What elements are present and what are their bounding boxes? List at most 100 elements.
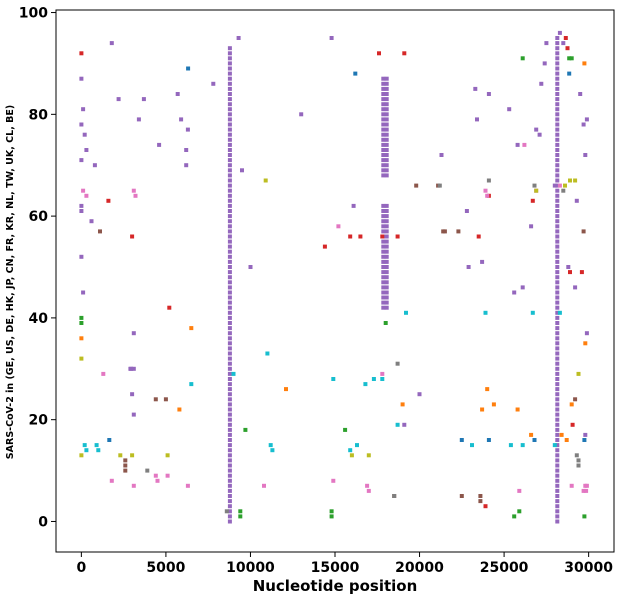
scatter-point	[263, 178, 268, 183]
column-point	[227, 214, 232, 219]
column-point	[227, 305, 232, 310]
column-point	[227, 61, 232, 66]
column-point	[384, 127, 389, 132]
column-point	[555, 254, 560, 259]
scatter-point	[478, 499, 483, 504]
column-point	[381, 285, 386, 290]
x-tick-label: 10000	[226, 560, 275, 576]
series-orange	[79, 61, 588, 442]
column-point	[381, 259, 386, 264]
column-point	[227, 463, 232, 468]
scatter-point	[395, 422, 400, 427]
column-point	[384, 86, 389, 91]
column-point	[227, 448, 232, 453]
scatter-point	[573, 285, 578, 290]
column-point	[555, 361, 560, 366]
column-point	[555, 209, 560, 213]
column-point	[555, 127, 560, 132]
column-point	[384, 117, 389, 122]
column-point	[227, 438, 232, 442]
column-point	[227, 92, 232, 96]
scatter-point	[507, 107, 512, 112]
scatter-point	[414, 183, 419, 188]
column-point	[555, 346, 560, 351]
scatter-point	[537, 132, 542, 137]
scatter-point	[363, 382, 368, 387]
column-point	[555, 494, 560, 498]
column-point	[381, 148, 386, 152]
scatter-point	[165, 453, 170, 458]
column-point	[227, 148, 232, 152]
scatter-point	[331, 478, 336, 483]
scatter-point	[98, 229, 102, 234]
scatter-point	[131, 366, 136, 371]
column-point	[555, 36, 560, 40]
scatter-point	[84, 148, 89, 152]
scatter-point	[576, 458, 581, 463]
column-point	[555, 371, 560, 376]
column-point	[555, 153, 560, 157]
column-point	[227, 351, 232, 356]
scatter-point	[371, 377, 376, 381]
plot-frame	[55, 9, 615, 553]
scatter-point	[574, 453, 579, 458]
scatter-point	[402, 51, 407, 56]
column-point	[555, 137, 560, 142]
x-tick-label: 0	[76, 560, 86, 576]
scatter-point	[520, 443, 525, 448]
column-point	[384, 300, 389, 305]
column-point	[227, 280, 232, 285]
scatter-point	[189, 382, 194, 387]
column-point	[555, 488, 560, 493]
column-point	[555, 366, 560, 371]
column-point	[555, 102, 560, 107]
column-point	[227, 132, 232, 137]
column-point	[381, 132, 386, 137]
column-point	[227, 153, 232, 157]
column-point	[555, 107, 560, 112]
column-point	[555, 351, 560, 356]
column-point	[227, 193, 232, 198]
column-point	[555, 214, 560, 219]
scatter-point	[366, 453, 371, 458]
scatter-point	[79, 254, 84, 259]
column-point	[555, 422, 560, 427]
column-point	[555, 46, 560, 51]
scatter-point	[185, 483, 190, 488]
column-point	[384, 285, 389, 290]
x-tick-label: 20000	[395, 560, 444, 576]
y-tick-label: 80	[29, 107, 49, 123]
column-point	[384, 249, 389, 254]
column-point	[227, 203, 232, 208]
scatter-point	[131, 412, 136, 417]
scatter-point	[179, 117, 184, 122]
column-point	[555, 295, 560, 300]
scatter-point	[395, 234, 400, 239]
column-point	[227, 127, 232, 132]
column-point	[227, 51, 232, 56]
column-point	[384, 229, 389, 234]
scatter-point	[464, 209, 469, 213]
scatter-point	[79, 356, 84, 361]
scatter-point	[383, 321, 388, 325]
scatter-point	[175, 92, 180, 96]
scatter-point	[133, 193, 138, 198]
series-cyan	[82, 310, 562, 453]
column-point	[555, 509, 560, 514]
column-point	[227, 234, 232, 239]
scatter-point	[569, 402, 574, 407]
column-point	[384, 148, 389, 152]
scatter-point	[129, 366, 134, 371]
column-18060-upper	[384, 76, 389, 178]
column-point	[227, 326, 232, 331]
column-point	[227, 519, 232, 524]
column-point	[555, 290, 560, 295]
scatter-point	[402, 422, 407, 427]
column-point	[555, 183, 560, 188]
column-point	[227, 239, 232, 244]
scatter-point	[243, 427, 248, 432]
column-point	[384, 219, 389, 224]
column-point	[227, 422, 232, 427]
column-point	[227, 397, 232, 402]
column-point	[555, 158, 560, 163]
